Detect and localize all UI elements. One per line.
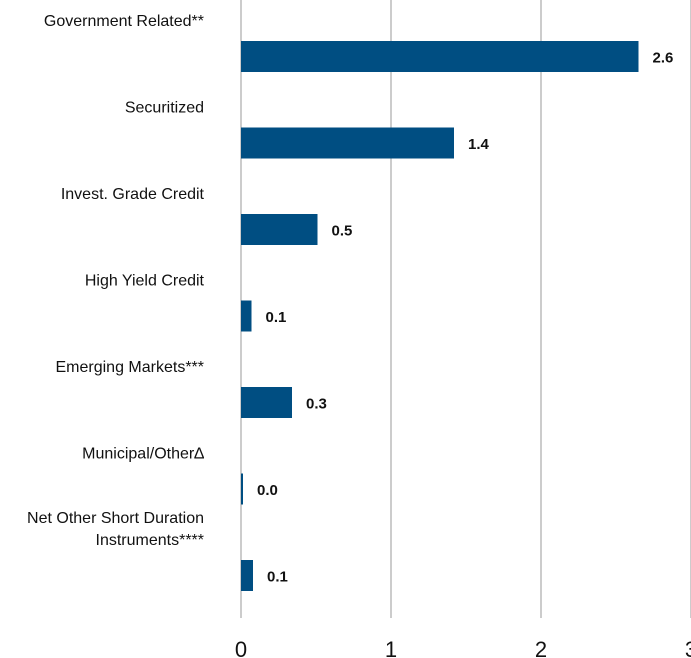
value-label-6: 0.1 [267, 569, 288, 586]
category-label-3: High Yield Credit [85, 273, 205, 290]
x-tick-label-2: 2 [535, 637, 547, 658]
x-tick-label-3: 3 [685, 637, 691, 658]
x-axis-ticks: 0 1 2 3 [235, 637, 691, 658]
category-label-1: Securitized [125, 100, 204, 117]
value-label-3: 0.1 [266, 309, 287, 326]
bar-3 [241, 300, 252, 332]
value-labels: 2.6 1.4 0.5 0.1 0.3 0.0 0.1 [257, 50, 673, 586]
gridlines [240, 0, 691, 618]
x-tick-label-1: 1 [385, 637, 397, 658]
category-label-4: Emerging Markets*** [56, 359, 205, 376]
bar-4 [241, 387, 292, 418]
bar-1 [241, 127, 454, 159]
category-label-0: Government Related** [44, 13, 204, 30]
bar-5 [241, 473, 243, 505]
bars [241, 41, 639, 591]
category-label-5: Municipal/Other∆ [82, 446, 204, 463]
category-labels: Government Related** Securitized Invest. G… [27, 13, 205, 549]
bar-0 [241, 41, 639, 72]
category-label-2: Invest. Grade Credit [61, 186, 205, 203]
value-label-2: 0.5 [332, 223, 353, 240]
value-label-4: 0.3 [306, 396, 327, 413]
value-label-0: 2.6 [653, 50, 674, 67]
value-label-1: 1.4 [468, 136, 490, 153]
bar-2 [241, 214, 318, 245]
category-label-6: Net Other Short Duration Instruments**** [27, 510, 204, 549]
x-tick-label-0: 0 [235, 637, 247, 658]
value-label-5: 0.0 [257, 482, 278, 499]
bar-6 [241, 560, 253, 591]
